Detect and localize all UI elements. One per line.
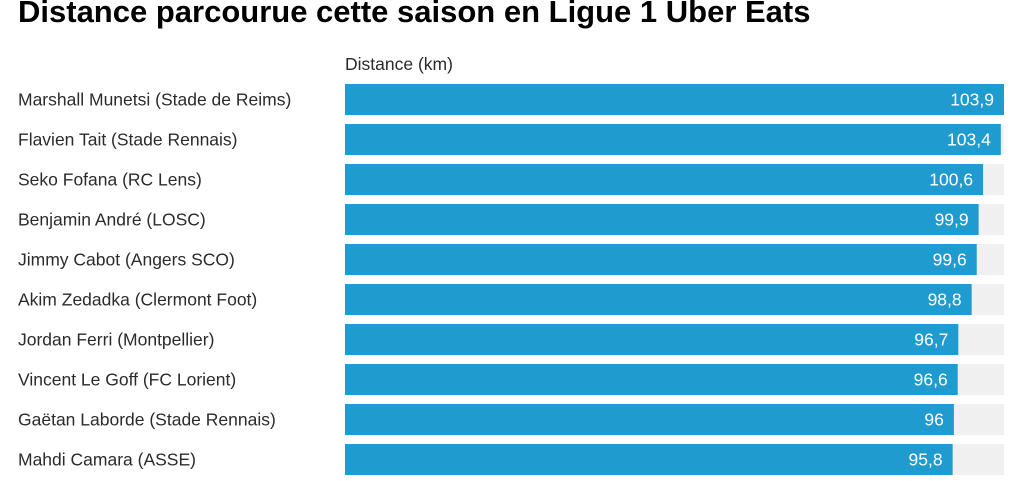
bar-row: Gaëtan Laborde (Stade Rennais) 96 (18, 404, 1004, 435)
category-label: Akim Zedadka (Clermont Foot) (18, 290, 257, 310)
bar-row: Flavien Tait (Stade Rennais) 103,4 (18, 124, 1004, 155)
value-label: 100,6 (929, 170, 973, 190)
bar (345, 404, 954, 435)
category-label: Seko Fofana (RC Lens) (18, 170, 202, 190)
bar (345, 204, 979, 235)
value-label: 95,8 (909, 450, 943, 470)
bar (345, 444, 953, 475)
bar-row: Vincent Le Goff (FC Lorient) 96,6 (18, 364, 1004, 395)
category-label: Mahdi Camara (ASSE) (18, 450, 196, 470)
bar (345, 124, 1001, 155)
bar-row: Jordan Ferri (Montpellier) 96,7 (18, 324, 1004, 355)
bar-row: Akim Zedadka (Clermont Foot) 98,8 (18, 284, 1004, 315)
value-label: 96,6 (914, 370, 948, 390)
bar (345, 324, 959, 355)
bar-row: Marshall Munetsi (Stade de Reims) 103,9 (18, 84, 1004, 115)
bar (345, 244, 977, 275)
category-label: Gaëtan Laborde (Stade Rennais) (18, 410, 276, 430)
bar-rows: Marshall Munetsi (Stade de Reims) 103,9 Fl… (18, 84, 1004, 475)
value-label: 103,4 (947, 130, 991, 150)
bar (345, 364, 958, 395)
value-label: 96 (924, 410, 943, 430)
bar-row: Seko Fofana (RC Lens) 100,6 (18, 164, 1004, 195)
value-label: 98,8 (928, 290, 962, 310)
chart-title: Distance parcourue cette saison en Ligue… (18, 0, 811, 29)
category-label: Vincent Le Goff (FC Lorient) (18, 370, 236, 390)
category-label: Jimmy Cabot (Angers SCO) (18, 250, 235, 270)
bar-row: Jimmy Cabot (Angers SCO) 99,6 (18, 244, 1004, 275)
bar-row: Mahdi Camara (ASSE) 95,8 (18, 444, 1004, 475)
value-label: 99,9 (935, 210, 969, 230)
value-label: 103,9 (950, 90, 994, 110)
bar (345, 164, 984, 195)
bar-row: Benjamin André (LOSC) 99,9 (18, 204, 1004, 235)
category-label: Jordan Ferri (Montpellier) (18, 330, 214, 350)
bar (345, 284, 972, 315)
category-label: Flavien Tait (Stade Rennais) (18, 130, 238, 150)
bar (345, 84, 1004, 115)
category-label: Marshall Munetsi (Stade de Reims) (18, 90, 291, 110)
category-label: Benjamin André (LOSC) (18, 210, 206, 230)
value-label: 99,6 (933, 250, 967, 270)
value-label: 96,7 (914, 330, 948, 350)
value-column-header: Distance (km) (345, 54, 453, 74)
